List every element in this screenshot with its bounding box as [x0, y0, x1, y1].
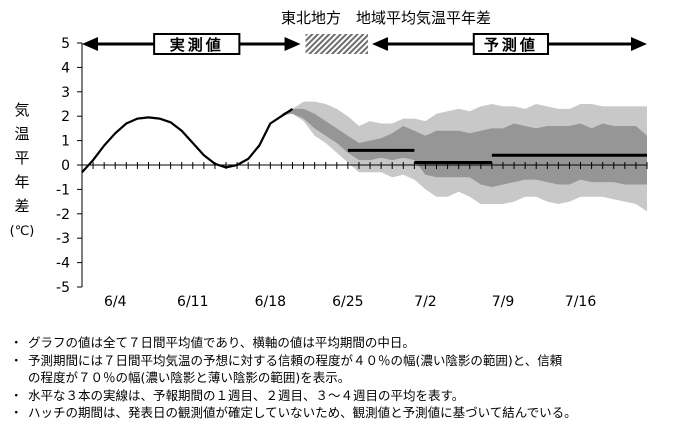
observed-period-label-box — [153, 33, 241, 55]
x-tick-label: 7/2 — [414, 294, 437, 310]
axes: 5 4 3 2 1 0 -1 -2 -3 -4 -5 6/4 6/11 6/18 6/25 7/2 7/9 7/1… — [56, 36, 648, 310]
y-axis-label-char: 差 — [14, 197, 29, 215]
y-tick-label: -2 — [56, 207, 70, 223]
note-text: の程度が７０％の幅(濃い陰影と薄い陰影の範囲)を表示。 — [28, 370, 351, 386]
y-tick-label: -1 — [56, 182, 70, 198]
y-axis-label-char: 平 — [14, 149, 29, 167]
y-axis-label-char: 年 — [14, 173, 29, 191]
x-tick-label: 6/11 — [177, 294, 208, 310]
y-tick-label: 5 — [61, 36, 70, 52]
note-item: ・ ハッチの期間は、発表日の観測値が確定していないため、観測値と予測値に基づいて… — [8, 404, 698, 422]
note-text: 水平な３本の実線は、予報期間の１週目、２週目、３～４週目の平均を表す。 — [28, 387, 465, 403]
note-text: ハッチの期間は、発表日の観測値が確定していないため、観測値と予測値に基づいて結ん… — [28, 405, 577, 421]
forecast-period-label-box — [472, 33, 550, 55]
x-tick-label: 7/16 — [565, 294, 597, 310]
chart-title: 東北地方 地域平均気温平年差 — [281, 9, 491, 27]
y-tick-label: -4 — [56, 256, 70, 272]
y-axis-label-char: 気 — [14, 101, 29, 119]
note-item: ・ グラフの値は全て７日間平均値であり、横軸の値は平均期間の中日。 — [8, 334, 698, 352]
forecast-period-label: 予測値 — [484, 36, 538, 54]
y-tick-label: 2 — [61, 109, 70, 125]
note-text: 予測期間には７日間平均気温の予想に対する信頼の程度が４０％の幅(濃い陰影の範囲)… — [28, 352, 563, 368]
period-header: 実測値 予測値 — [82, 33, 647, 55]
y-tick-label: 4 — [61, 60, 70, 76]
y-tick-label: -5 — [56, 280, 70, 296]
note-bullet: ・ — [10, 387, 23, 403]
note-bullet: ・ — [10, 352, 23, 368]
observed-line — [81, 107, 294, 174]
x-tick-label: 6/18 — [255, 294, 286, 310]
x-tick-label: 7/9 — [492, 294, 515, 310]
note-bullet: ・ — [10, 335, 23, 350]
y-tick-label: 1 — [61, 134, 70, 150]
forecast-period-arrow-head-left — [372, 37, 389, 51]
notes: ・ グラフの値は全て７日間平均値であり、横軸の値は平均期間の中日。 ・ 予測期間… — [8, 334, 698, 422]
note-item: ・ 予測期間には７日間平均気温の予想に対する信頼の程度が４０％の幅(濃い陰影の範… — [8, 352, 698, 387]
y-tick-label: 3 — [61, 85, 70, 101]
y-axis-label-char: (℃) — [10, 224, 35, 239]
y-tick-label: -3 — [56, 231, 70, 247]
hatch-period-block — [305, 34, 369, 54]
range-40-band — [281, 108, 647, 187]
y-tick-label: 0 — [61, 158, 70, 174]
note-text: グラフの値は全て７日間平均値であり、横軸の値は平均期間の中日。 — [28, 335, 415, 350]
temperature-anomaly-chart: 東北地方 地域平均気温平年差 5 4 3 2 1 0 -1 -2 -3 -4 -5 6/4 6/11 6/… — [10, 9, 648, 310]
x-tick-label: 6/25 — [332, 294, 363, 310]
note-item: ・ 水平な３本の実線は、予報期間の１週目、２週目、３～４週目の平均を表す。 — [8, 387, 698, 405]
y-axis-label: 気温平年差 (℃) — [10, 101, 35, 239]
observed-period-label: 実測値 — [170, 36, 224, 54]
observed-period-arrow-head-right — [284, 37, 301, 51]
observed-period-arrow-head-left — [82, 37, 98, 51]
note-bullet: ・ — [10, 405, 23, 421]
y-axis-label-char: 温 — [14, 125, 29, 143]
forecast-ranges — [281, 101, 647, 212]
forecast-period-arrow-head-right — [631, 37, 647, 51]
x-tick-label: 6/4 — [104, 294, 127, 310]
series-lines — [81, 107, 647, 174]
